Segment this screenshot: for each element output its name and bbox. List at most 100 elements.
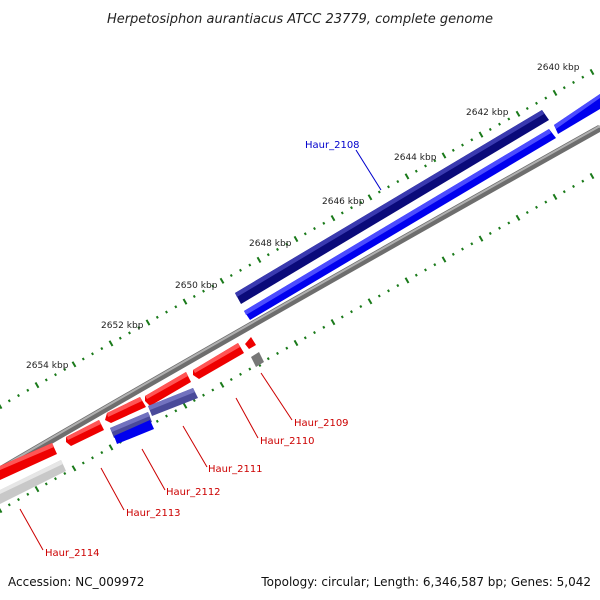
tick-mark <box>488 127 492 131</box>
tick-mark <box>108 444 114 451</box>
tick-mark <box>44 378 48 382</box>
gene-label-haur-2114[interactable]: Haur_2114 <box>45 548 100 559</box>
tick-mark <box>182 402 188 409</box>
tick-mark <box>581 179 585 183</box>
tick-mark <box>219 381 225 388</box>
gene-label-haur-2113[interactable]: Haur_2113 <box>126 508 181 519</box>
tick-mark <box>118 336 122 340</box>
tick-mark <box>81 357 85 361</box>
tick-mark <box>155 419 159 423</box>
gene-labels: Haur_2108 Haur_2109 Haur_2110 Haur_2111 … <box>45 140 360 559</box>
tick-mark <box>441 256 447 263</box>
tick-mark <box>165 414 168 418</box>
tick-mark <box>330 319 336 326</box>
tick-mark <box>367 298 373 305</box>
tick-mark <box>498 122 501 126</box>
gene-haur-2109-feature <box>245 337 256 349</box>
leader-haur-2110 <box>235 397 259 439</box>
tick-mark <box>128 331 131 335</box>
tick-mark <box>248 263 252 267</box>
tick-mark <box>544 96 548 100</box>
gene-label-haur-2109[interactable]: Haur_2109 <box>294 418 349 429</box>
tick-mark <box>26 388 30 392</box>
leader-haur-2109 <box>260 372 293 421</box>
gene-forward-blue-2-feature <box>554 94 600 134</box>
tick-mark <box>387 289 390 293</box>
tick-mark <box>367 194 373 201</box>
tick-mark <box>461 247 464 251</box>
tick-mark <box>515 214 521 221</box>
gene-haur-2112-feature <box>105 397 146 423</box>
inner-tick-ring <box>0 172 595 514</box>
tick-mark <box>239 268 242 272</box>
kbp-label-2652: 2652 kbp <box>101 321 144 331</box>
tick-mark <box>359 200 363 205</box>
tick-mark <box>211 388 215 392</box>
leader-haur-2113 <box>100 467 125 511</box>
tick-mark <box>470 242 474 246</box>
tick-mark <box>239 372 242 376</box>
tick-mark <box>515 110 521 117</box>
map-title: Herpetosiphon aurantiacus ATCC 23779, co… <box>107 12 493 27</box>
gene-label-haur-2112[interactable]: Haur_2112 <box>166 487 221 498</box>
tick-mark <box>424 164 427 168</box>
tick-mark <box>433 159 437 163</box>
tick-mark <box>54 477 57 481</box>
tick-mark <box>451 252 455 256</box>
tick-mark <box>377 190 381 194</box>
kbp-labels: 2640 kbp 2642 kbp 2644 kbp 2646 kbp 2648… <box>26 63 580 371</box>
tick-mark <box>248 367 252 371</box>
tick-mark <box>544 200 548 204</box>
tick-mark <box>34 486 40 493</box>
gene-haur-2111-feature <box>145 372 191 406</box>
tick-mark <box>7 399 11 403</box>
tick-mark <box>155 315 159 319</box>
gene-grey-small-feature <box>251 352 264 367</box>
tick-mark <box>17 394 20 398</box>
gene-label-haur-2111[interactable]: Haur_2111 <box>208 464 263 475</box>
tick-mark <box>562 190 566 194</box>
tick-mark <box>340 211 344 215</box>
tick-mark <box>100 451 104 455</box>
tick-mark <box>293 235 299 243</box>
tick-mark <box>525 210 529 215</box>
gene-blue-small-feature <box>114 420 154 444</box>
leader-haur-2108 <box>355 149 382 191</box>
tick-mark <box>535 205 538 209</box>
tick-mark <box>562 86 566 90</box>
kbp-label-2646: 2646 kbp <box>322 197 365 207</box>
tick-mark <box>229 377 233 382</box>
accession-text: Accession: NC_009972 <box>8 575 144 589</box>
tick-mark <box>182 298 188 305</box>
tick-mark <box>285 242 289 246</box>
gene-label-haur-2110[interactable]: Haur_2110 <box>260 436 315 447</box>
kbp-label-2644: 2644 kbp <box>394 153 437 163</box>
tick-mark <box>71 465 77 472</box>
kbp-label-2648: 2648 kbp <box>249 239 292 249</box>
gene-label-leaders <box>19 149 382 551</box>
tick-mark <box>81 461 85 465</box>
tick-mark <box>17 498 20 502</box>
leader-haur-2114 <box>19 508 44 551</box>
tick-mark <box>26 492 30 496</box>
tick-mark <box>174 305 178 309</box>
tick-mark <box>433 263 437 267</box>
tick-mark <box>414 169 418 173</box>
gene-haur-2114-feature <box>0 443 57 480</box>
gene-label-haur-2108[interactable]: Haur_2108 <box>305 140 360 151</box>
tick-mark <box>303 336 307 340</box>
tick-mark <box>359 304 363 309</box>
tick-mark <box>330 215 336 222</box>
tick-mark <box>387 185 390 189</box>
tick-mark <box>0 402 3 410</box>
tick-mark <box>202 289 205 293</box>
leader-haur-2111 <box>182 425 208 468</box>
gene-haur-2110-feature <box>193 343 244 379</box>
tick-mark <box>165 310 168 314</box>
tick-mark <box>377 294 381 298</box>
tick-mark <box>174 409 178 413</box>
tick-mark <box>266 253 270 257</box>
tick-mark <box>137 326 141 330</box>
kbp-label-2654: 2654 kbp <box>26 361 69 371</box>
